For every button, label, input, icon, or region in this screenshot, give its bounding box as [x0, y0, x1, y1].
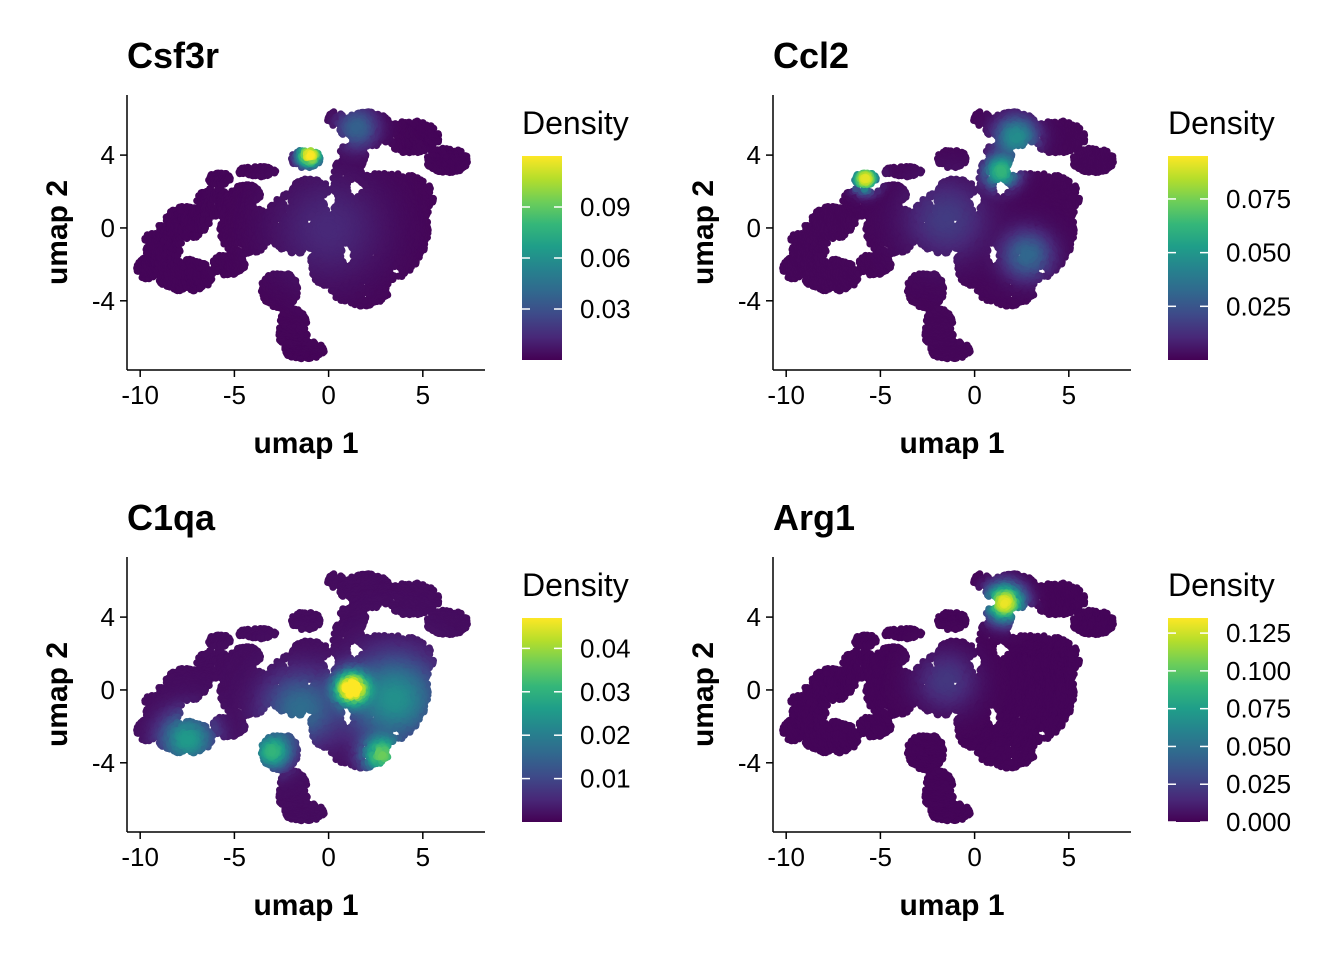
data-point — [205, 219, 213, 228]
data-point — [271, 169, 279, 177]
data-point — [176, 247, 184, 255]
points — [133, 108, 471, 363]
data-point — [241, 260, 249, 269]
data-point — [310, 338, 318, 346]
data-point — [425, 162, 433, 170]
data-point — [286, 271, 294, 279]
data-point — [226, 176, 234, 184]
data-point — [294, 306, 302, 314]
data-point — [177, 239, 185, 247]
chart-title: Csf3r — [127, 35, 219, 76]
chart-panel-csf3r: Csf3r -10 -5 0 5 4 0 -4 umap 1 umap 2 Density 0.09 0… — [0, 0, 672, 465]
data-point — [256, 193, 264, 201]
